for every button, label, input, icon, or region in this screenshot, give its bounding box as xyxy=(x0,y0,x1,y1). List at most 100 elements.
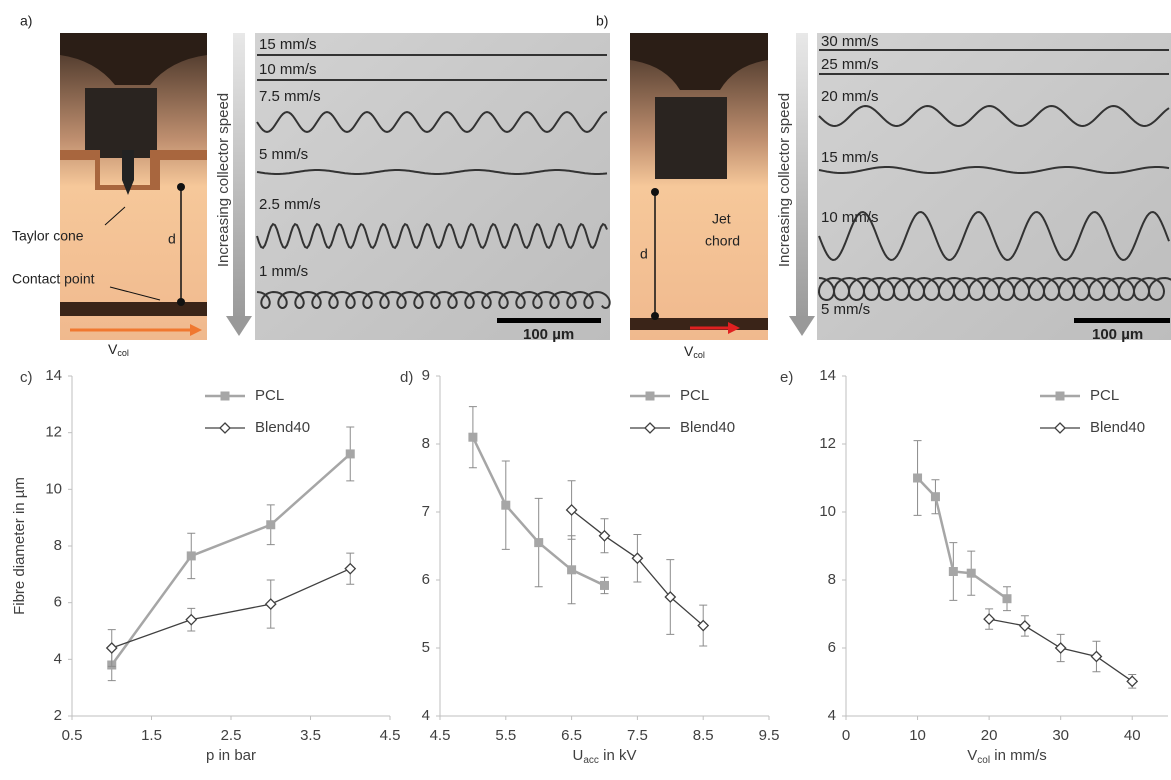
data-point xyxy=(534,538,544,548)
data-point xyxy=(1126,675,1139,688)
annotation: Jet xyxy=(712,211,731,227)
speed-label: 15 mm/s xyxy=(259,36,317,53)
nozzle-shadow xyxy=(60,33,207,85)
legend-label: PCL xyxy=(680,387,709,404)
x-tick-label: 10 xyxy=(909,727,926,744)
legend-marker xyxy=(645,391,655,401)
series-line xyxy=(110,452,352,666)
x-tick-label: 3.5 xyxy=(300,727,321,744)
pointer xyxy=(109,286,161,301)
dot xyxy=(651,188,659,196)
annotation: Taylor cone xyxy=(12,228,84,244)
speed-label: 30 mm/s xyxy=(821,33,879,50)
fibre xyxy=(256,169,608,175)
arrow-head xyxy=(226,316,252,336)
x-tick-label: 30 xyxy=(1052,727,1069,744)
x-tick-label: 0.5 xyxy=(62,727,83,744)
speed-label: 2.5 mm/s xyxy=(259,196,321,213)
pointer xyxy=(104,206,126,226)
data-point xyxy=(1018,619,1031,632)
speed-label: 25 mm/s xyxy=(821,56,879,73)
data-point xyxy=(186,551,196,561)
text: in kV xyxy=(599,747,637,764)
x-tick-label: 6.5 xyxy=(561,727,582,744)
axis-label: Increasing collector speed xyxy=(776,93,793,267)
data-point xyxy=(948,567,958,576)
text: in mm/s xyxy=(990,747,1047,764)
speed-label: 20 mm/s xyxy=(821,88,879,105)
arrow-shaft xyxy=(233,33,245,318)
charts: c) 2 4 6 8 10 12 14 0.5 1.5 2.5 3.5 4.5 p in bar Fibre… xyxy=(11,367,1168,766)
series-line xyxy=(111,568,351,649)
legend-marker xyxy=(644,422,656,434)
micrograph xyxy=(255,33,610,340)
arrow-head xyxy=(728,322,740,334)
data-point xyxy=(468,432,478,442)
chart: e) 4 6 8 10 12 14 0 10 20 30 40 Vcol in mm/s PCL Blend… xyxy=(780,367,1168,766)
y-tick-label: 8 xyxy=(828,571,836,588)
legend-label: PCL xyxy=(255,387,284,404)
speed-label: 15 mm/s xyxy=(821,149,879,166)
y-tick-label: 7 xyxy=(422,503,430,520)
y-tick-label: 12 xyxy=(45,424,62,441)
x-tick-label: 1.5 xyxy=(141,727,162,744)
y-tick-label: 6 xyxy=(828,639,836,656)
fibre xyxy=(256,290,611,310)
y-tick-label: 14 xyxy=(819,367,836,384)
data-point xyxy=(266,520,276,530)
y-tick-label: 4 xyxy=(828,707,836,724)
legend-label: PCL xyxy=(1090,387,1119,404)
panel-label: b) xyxy=(596,13,608,29)
y-tick-label: 14 xyxy=(45,367,62,384)
nozzle xyxy=(85,88,157,158)
data-point xyxy=(345,449,355,459)
x-tick-label: 9.5 xyxy=(759,727,780,744)
speed-arrow: Increasing collector speed xyxy=(215,33,252,336)
annotation: chord xyxy=(705,233,740,249)
fibre xyxy=(256,222,608,250)
dot xyxy=(177,183,185,191)
x-tick-label: 4.5 xyxy=(430,727,451,744)
speed-label: 10 mm/s xyxy=(259,61,317,78)
chart: d) 4 5 6 7 8 9 4.5 5.5 6.5 7.5 8.5 9.5 Uacc in kV PCL B… xyxy=(400,367,779,766)
y-tick-label: 10 xyxy=(45,480,62,497)
text: U xyxy=(573,747,584,764)
y-tick-label: 9 xyxy=(422,367,430,384)
data-point xyxy=(565,504,578,516)
annotation: Contact point xyxy=(12,271,95,287)
chart: c) 2 4 6 8 10 12 14 0.5 1.5 2.5 3.5 4.5 p in bar Fibre… xyxy=(11,367,400,764)
micrograph-b: 100 µm 30 mm/s 25 mm/s 20 mm/s 15 mm/s 10 mm… xyxy=(817,33,1171,343)
x-tick-label: 2.5 xyxy=(221,727,242,744)
fibre xyxy=(818,104,1170,128)
y-axis-label: Fibre diameter in µm xyxy=(11,477,28,615)
data-point xyxy=(567,565,577,575)
legend-marker xyxy=(1054,422,1066,434)
needle xyxy=(122,150,134,195)
x-tick-label: 8.5 xyxy=(693,727,714,744)
y-tick-label: 6 xyxy=(54,594,62,611)
data-point xyxy=(983,613,996,626)
data-point xyxy=(1054,642,1067,654)
scale-bar xyxy=(1074,318,1170,323)
nozzle-shadow xyxy=(630,33,768,90)
speed-label: 5 mm/s xyxy=(821,301,870,318)
y-tick-label: 4 xyxy=(422,707,430,724)
legend-marker xyxy=(219,422,231,434)
legend-label: Blend40 xyxy=(1090,419,1145,436)
panel-label: c) xyxy=(20,369,33,386)
y-tick-label: 4 xyxy=(54,650,62,667)
legend-marker xyxy=(220,391,230,401)
nozzle xyxy=(655,97,727,179)
axis-label: Increasing collector speed xyxy=(215,93,232,267)
fibre xyxy=(817,276,1171,302)
data-point xyxy=(344,562,357,575)
speed-arrow: Increasing collector speed xyxy=(776,33,815,336)
panel-label: d) xyxy=(400,369,413,386)
collector xyxy=(60,302,207,316)
data-point xyxy=(598,529,611,542)
data-point xyxy=(966,568,976,578)
data-point xyxy=(185,613,198,626)
panel-label: a) xyxy=(20,13,32,29)
text: acc xyxy=(583,755,599,766)
